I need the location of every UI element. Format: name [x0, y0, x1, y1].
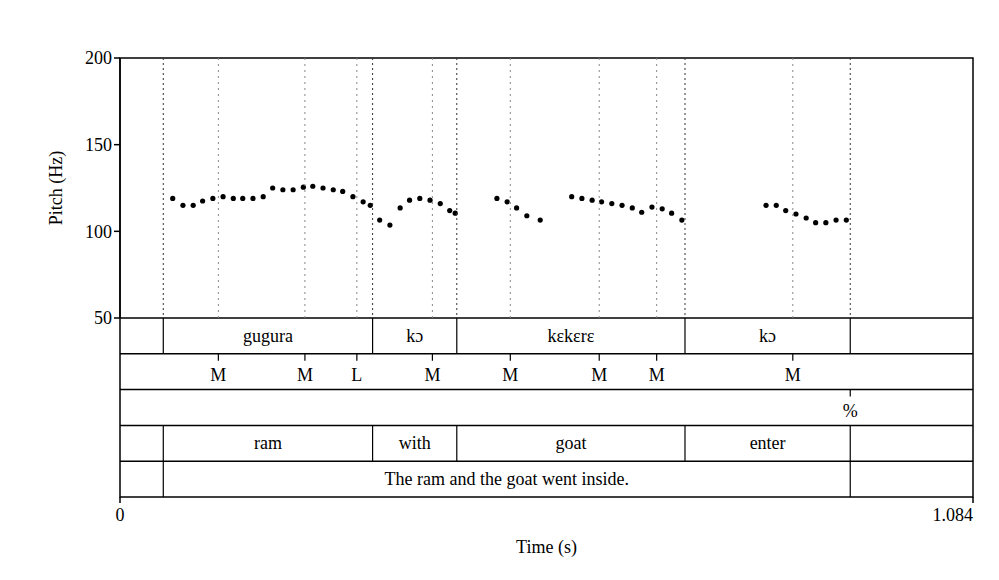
svg-text:50: 50	[94, 308, 112, 328]
svg-text:Time (s): Time (s)	[516, 537, 577, 558]
svg-text:M: M	[297, 365, 313, 385]
svg-text:150: 150	[85, 135, 112, 155]
svg-text:M: M	[591, 365, 607, 385]
svg-text:%: %	[843, 401, 858, 421]
svg-text:goat: goat	[555, 433, 586, 453]
svg-text:M: M	[502, 365, 518, 385]
svg-text:with: with	[399, 433, 431, 453]
svg-text:200: 200	[85, 48, 112, 68]
svg-text:kɔ: kɔ	[759, 326, 776, 346]
svg-text:ram: ram	[254, 433, 282, 453]
svg-text:kɛkɛrɛ: kɛkɛrɛ	[548, 326, 595, 346]
svg-text:Pitch (Hz): Pitch (Hz)	[46, 151, 67, 225]
svg-text:kɔ: kɔ	[406, 326, 423, 346]
svg-text:M: M	[424, 365, 440, 385]
svg-text:M: M	[785, 365, 801, 385]
svg-text:M: M	[210, 365, 226, 385]
svg-text:gugura: gugura	[243, 326, 293, 346]
svg-text:0: 0	[116, 505, 125, 525]
svg-text:M: M	[649, 365, 665, 385]
svg-text:100: 100	[85, 222, 112, 242]
svg-text:The ram and the goat went insi: The ram and the goat went inside.	[385, 469, 629, 489]
svg-text:enter: enter	[750, 433, 786, 453]
svg-text:1.084: 1.084	[933, 505, 974, 525]
svg-text:L: L	[351, 365, 362, 385]
